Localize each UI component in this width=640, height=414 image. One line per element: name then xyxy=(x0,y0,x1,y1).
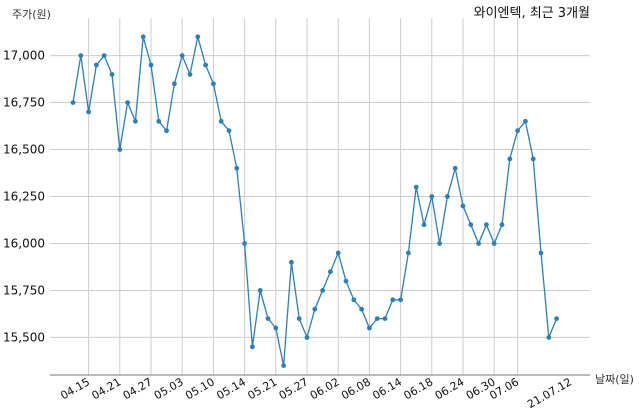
data-point xyxy=(367,325,372,331)
data-point xyxy=(78,53,84,58)
x-tick-label: 06.18 xyxy=(402,375,436,402)
data-point xyxy=(554,316,559,321)
data-point xyxy=(491,241,497,246)
x-tick-label: 05.10 xyxy=(183,375,217,402)
data-point xyxy=(257,288,263,293)
data-point xyxy=(507,156,513,162)
data-point xyxy=(156,118,162,124)
x-tick-label: 05.21 xyxy=(246,375,280,402)
data-point xyxy=(359,306,364,312)
x-tick-label: 06.08 xyxy=(339,375,373,402)
data-point xyxy=(538,250,544,256)
data-point xyxy=(312,306,318,312)
data-point xyxy=(187,72,193,77)
y-tick-label: 17,000 xyxy=(3,49,45,63)
data-point xyxy=(304,335,310,340)
data-point xyxy=(117,147,123,152)
data-point xyxy=(70,100,76,105)
data-point xyxy=(109,72,115,77)
x-tick-labels: 04.1504.2104.2705.0305.1005.1405.2105.27… xyxy=(58,375,574,411)
data-point xyxy=(515,128,520,134)
y-tick-label: 16,500 xyxy=(3,143,45,157)
data-point xyxy=(125,100,130,105)
x-tick-label: 05.03 xyxy=(152,375,186,402)
data-point xyxy=(234,165,240,171)
y-tick-label: 16,250 xyxy=(3,190,45,204)
data-point xyxy=(203,62,209,68)
x-axis-label: 날짜(일) xyxy=(595,372,634,386)
data-point xyxy=(468,222,474,228)
y-axis-label: 주가(원) xyxy=(12,8,51,21)
data-point xyxy=(530,156,536,162)
data-point xyxy=(452,165,458,171)
data-point xyxy=(398,297,403,303)
data-point xyxy=(460,203,466,209)
data-point xyxy=(335,250,341,256)
data-point xyxy=(382,316,388,321)
data-point xyxy=(476,241,481,246)
data-point xyxy=(406,250,411,256)
data-point xyxy=(429,194,435,199)
data-point xyxy=(374,316,380,321)
x-tick-label: 04.27 xyxy=(121,375,155,402)
x-tick-label: 04.21 xyxy=(90,375,124,402)
y-tick-label: 15,500 xyxy=(3,330,45,344)
data-point xyxy=(226,128,232,134)
data-point xyxy=(250,344,255,350)
data-point xyxy=(343,278,349,284)
x-tick-label: 04.15 xyxy=(58,375,92,402)
data-point xyxy=(445,194,450,199)
data-point xyxy=(101,53,107,58)
data-point xyxy=(523,118,528,124)
data-point xyxy=(148,62,154,68)
data-point xyxy=(281,363,286,368)
data-point xyxy=(86,109,91,115)
x-tick-label: 06.24 xyxy=(433,375,467,402)
y-tick-label: 15,750 xyxy=(3,283,45,297)
price-series-line xyxy=(72,36,558,366)
data-point xyxy=(296,316,302,321)
data-point xyxy=(413,184,419,190)
data-point xyxy=(437,241,442,246)
x-tick-label: 06.02 xyxy=(308,375,342,402)
data-point xyxy=(94,62,99,68)
data-point xyxy=(289,259,294,265)
y-tick-labels: 15,500 15,750 16,000 16,250 16,500 16,750 17,0… xyxy=(3,49,45,345)
data-point xyxy=(179,53,185,58)
y-tick-label: 16,750 xyxy=(3,96,45,110)
data-point xyxy=(265,316,271,321)
data-point xyxy=(273,325,279,331)
data-point xyxy=(211,81,216,87)
x-gridlines xyxy=(88,18,519,375)
data-point xyxy=(133,118,138,124)
data-point xyxy=(320,288,325,293)
data-point xyxy=(218,118,224,124)
data-point xyxy=(351,297,357,303)
data-point xyxy=(484,222,489,228)
data-point xyxy=(328,269,333,275)
x-tick-label: 06.14 xyxy=(370,375,404,402)
data-point xyxy=(140,34,146,40)
price-data-points xyxy=(70,34,559,368)
data-point xyxy=(390,297,396,303)
x-tick-label: 21.07.12 xyxy=(525,375,574,411)
x-tick-label: 05.14 xyxy=(214,375,248,402)
chart-title: 와이엔텍, 최근 3개월 xyxy=(474,6,590,21)
data-point xyxy=(164,128,170,134)
data-point xyxy=(499,222,505,228)
x-tick-label: 05.27 xyxy=(277,375,311,402)
y-gridlines xyxy=(50,55,590,338)
data-point xyxy=(242,241,248,246)
data-point xyxy=(421,222,427,228)
data-point xyxy=(546,335,552,340)
data-point xyxy=(195,34,201,40)
y-tick-label: 16,000 xyxy=(3,236,45,250)
data-point xyxy=(172,81,177,87)
